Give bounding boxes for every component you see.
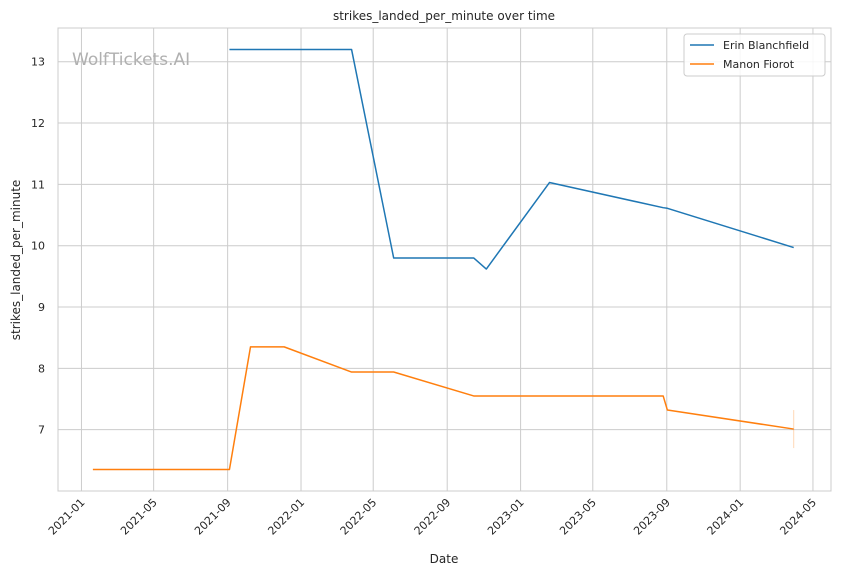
chart-title: strikes_landed_per_minute over time [333,9,555,23]
x-tick-label: 2024-05 [777,496,819,538]
x-tick-label: 2023-05 [557,496,599,538]
x-tick-label: 2021-09 [192,496,234,538]
y-tick-label: 12 [31,117,45,130]
y-tick-label: 8 [38,362,45,375]
grid [58,28,831,491]
x-tick-label: 2022-05 [338,496,380,538]
x-tick-label: 2022-09 [412,496,454,538]
legend: Erin Blanchfield Manon Fiorot [683,33,826,77]
y-axis-title: strikes_landed_per_minute [9,180,23,341]
x-axis-title: Date [430,552,459,566]
x-tick-label: 2024-01 [705,496,747,538]
y-tick-label: 13 [31,56,45,69]
series-line-manon-fiorot [92,346,794,471]
x-tick-label: 2023-01 [485,496,527,538]
legend-label-manon-fiorot: Manon Fiorot [723,58,795,71]
x-tick-label: 2021-01 [46,496,88,538]
series-line-erin-blanchfield [229,48,794,270]
y-tick-label: 9 [38,301,45,314]
y-tick-label: 10 [31,240,45,253]
y-tick-label: 11 [31,178,45,191]
legend-box [683,33,826,77]
watermark: WolfTickets.AI [72,50,190,70]
plot-area [58,28,831,491]
y-tick-label: 7 [38,424,45,437]
series-layer [92,48,795,471]
x-tick-label: 2023-09 [631,496,673,538]
x-tick-label: 2022-01 [265,496,307,538]
x-tick-label: 2021-05 [118,496,160,538]
legend-label-erin-blanchfield: Erin Blanchfield [723,39,809,52]
plot-border [57,27,832,492]
